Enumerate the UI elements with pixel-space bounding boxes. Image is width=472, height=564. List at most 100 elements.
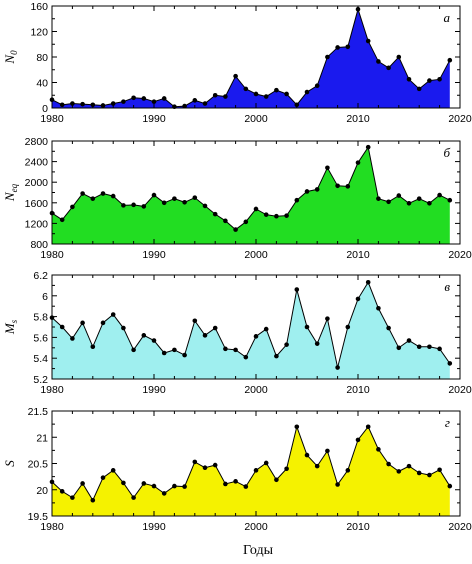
y-axis-label: N0 bbox=[2, 50, 19, 65]
data-point bbox=[365, 38, 371, 44]
y-tick-label: 6.2 bbox=[33, 270, 48, 282]
y-tick-label: 120 bbox=[30, 27, 48, 39]
data-point bbox=[233, 227, 238, 232]
data-point bbox=[355, 437, 361, 443]
data-point bbox=[212, 325, 218, 331]
x-tick-label: 2010 bbox=[346, 249, 370, 261]
data-point bbox=[355, 160, 361, 165]
data-point bbox=[202, 101, 208, 106]
data-point bbox=[59, 217, 65, 223]
data-point bbox=[345, 184, 351, 189]
data-point bbox=[131, 347, 136, 353]
data-point bbox=[396, 193, 402, 198]
data-point bbox=[151, 483, 157, 489]
data-point bbox=[202, 333, 208, 338]
y-tick-label: 0 bbox=[42, 103, 48, 115]
panel-letter: г bbox=[445, 415, 450, 430]
series-line bbox=[51, 145, 451, 231]
data-point bbox=[263, 212, 269, 217]
series-line bbox=[51, 7, 451, 108]
data-point bbox=[263, 460, 269, 466]
data-point bbox=[416, 470, 422, 476]
y-tick-label: 21.5 bbox=[28, 406, 49, 418]
x-tick-label: 2010 bbox=[346, 113, 370, 125]
x-tick-label: 1990 bbox=[142, 521, 166, 533]
x-tick-label: 1990 bbox=[142, 113, 166, 125]
y-axis-label: Ms bbox=[2, 319, 19, 335]
data-point bbox=[274, 477, 279, 483]
x-tick-label: 2000 bbox=[244, 384, 268, 396]
x-tick-label: 2000 bbox=[244, 249, 268, 261]
data-point bbox=[253, 468, 259, 473]
data-point bbox=[172, 196, 177, 201]
data-point bbox=[416, 196, 422, 201]
x-tick-label: 1980 bbox=[40, 384, 64, 396]
data-point bbox=[110, 468, 116, 473]
x-tick-label: 2000 bbox=[244, 113, 268, 125]
y-tick-label: 5.2 bbox=[33, 374, 48, 386]
data-point bbox=[427, 472, 432, 478]
panel-2: 1980 1990 2000 2010 2020 800 1200 1600 2000 2400 2… bbox=[2, 136, 472, 261]
data-point bbox=[304, 324, 310, 330]
data-point bbox=[121, 99, 126, 104]
data-point bbox=[345, 468, 351, 473]
y-tick-label: 2400 bbox=[25, 157, 49, 169]
data-point bbox=[80, 191, 85, 196]
data-point bbox=[365, 144, 371, 150]
data-point bbox=[365, 279, 371, 285]
data-point bbox=[304, 452, 310, 458]
x-tick-label: 2000 bbox=[244, 521, 268, 533]
data-point bbox=[253, 206, 259, 212]
data-point bbox=[212, 462, 218, 468]
data-point bbox=[141, 481, 147, 486]
data-point bbox=[396, 54, 402, 60]
data-point bbox=[192, 98, 198, 103]
data-point bbox=[100, 103, 106, 108]
data-point bbox=[335, 482, 340, 487]
y-axis-label-subscript: s bbox=[9, 319, 19, 323]
data-point bbox=[427, 78, 432, 83]
data-point bbox=[80, 481, 85, 486]
data-point bbox=[70, 336, 75, 341]
y-tick-label: 80 bbox=[36, 52, 48, 64]
data-point bbox=[314, 463, 320, 469]
data-point bbox=[192, 459, 198, 465]
data-point bbox=[365, 424, 371, 430]
data-point bbox=[345, 324, 351, 330]
data-point bbox=[70, 204, 75, 210]
data-point bbox=[263, 94, 269, 99]
data-point bbox=[59, 324, 65, 330]
x-tick-label: 1990 bbox=[142, 384, 166, 396]
data-point bbox=[182, 352, 187, 358]
data-point bbox=[437, 467, 442, 473]
y-axis-label-main: S bbox=[2, 460, 17, 467]
data-point bbox=[223, 346, 228, 352]
y-axis-label-subscript: eq bbox=[9, 183, 19, 192]
data-point bbox=[406, 201, 412, 206]
data-point bbox=[161, 350, 167, 356]
x-tick-label: 2020 bbox=[448, 521, 472, 533]
data-point bbox=[376, 447, 381, 452]
data-point bbox=[223, 218, 228, 224]
data-point bbox=[243, 354, 249, 360]
y-axis-label: Neq bbox=[2, 183, 19, 202]
data-point bbox=[151, 99, 157, 104]
panel-letter: б bbox=[443, 145, 450, 160]
data-point bbox=[396, 345, 402, 351]
data-point bbox=[437, 77, 442, 82]
series-area bbox=[52, 9, 450, 108]
data-point bbox=[100, 320, 106, 326]
y-tick-label: 20.5 bbox=[28, 459, 49, 471]
data-point bbox=[294, 197, 300, 203]
data-point bbox=[131, 495, 136, 500]
x-tick-label: 2020 bbox=[448, 384, 472, 396]
data-point bbox=[274, 87, 279, 93]
data-point bbox=[284, 466, 289, 472]
data-point bbox=[141, 204, 147, 209]
data-point bbox=[70, 101, 75, 106]
y-tick-label: 2800 bbox=[25, 136, 49, 148]
data-point bbox=[121, 480, 126, 486]
x-tick-label: 2010 bbox=[346, 384, 370, 396]
data-point bbox=[151, 192, 157, 198]
data-point bbox=[110, 312, 116, 317]
